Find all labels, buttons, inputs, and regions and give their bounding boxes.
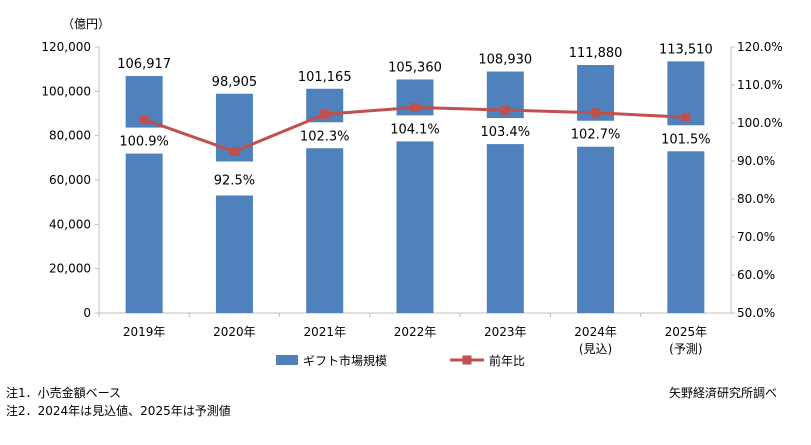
left-tick-label: 60,000 xyxy=(49,173,91,187)
x-tick-sublabel: (予測) xyxy=(669,342,702,356)
yoy-value-label: 101.5% xyxy=(661,132,711,147)
right-tick-label: 80.0% xyxy=(737,192,775,206)
yoy-value-label: 102.3% xyxy=(300,129,350,144)
x-tick-label: 2019年 xyxy=(123,325,166,339)
bar-value-label: 98,905 xyxy=(212,75,258,90)
line-label-background xyxy=(567,120,624,147)
left-tick-label: 80,000 xyxy=(49,129,91,143)
left-tick-label: 100,000 xyxy=(41,84,91,98)
note-1: 注1．小売金額ベース xyxy=(6,386,122,400)
bar xyxy=(215,93,253,313)
right-tick-label: 70.0% xyxy=(737,230,775,244)
legend-bar-swatch xyxy=(276,355,298,365)
bar xyxy=(667,61,705,313)
left-tick-label: 40,000 xyxy=(49,217,91,231)
left-axis-unit-label: （億円） xyxy=(62,17,110,31)
x-tick-label: 2025年 xyxy=(665,325,708,339)
bar-value-label: 108,930 xyxy=(478,53,532,68)
bar-value-label: 101,165 xyxy=(298,70,352,85)
line-label-background xyxy=(477,118,534,145)
bar-value-label: 113,510 xyxy=(659,42,713,57)
bar xyxy=(577,64,615,314)
x-tick-label: 2021年 xyxy=(303,325,346,339)
bar-value-label: 111,880 xyxy=(569,46,623,61)
left-tick-label: 20,000 xyxy=(49,262,91,276)
bar xyxy=(125,76,163,314)
right-tick-label: 110.0% xyxy=(737,78,783,92)
line-label-background xyxy=(657,125,714,152)
right-tick-label: 60.0% xyxy=(737,268,775,282)
source-credit: 矢野経済研究所調べ xyxy=(669,386,778,400)
right-tick-label: 90.0% xyxy=(737,154,775,168)
yoy-marker xyxy=(320,109,330,119)
line-label-background xyxy=(387,115,443,142)
bar-value-label: 105,360 xyxy=(388,60,442,75)
line-label-background xyxy=(206,161,263,196)
yoy-marker xyxy=(591,108,601,118)
left-tick-label: 120,000 xyxy=(41,40,91,54)
bar-value-label: 106,917 xyxy=(117,57,171,72)
right-tick-label: 50.0% xyxy=(737,306,775,320)
yoy-value-label: 103.4% xyxy=(480,125,530,140)
bar xyxy=(396,79,434,314)
yoy-value-label: 104.1% xyxy=(390,122,440,137)
yoy-value-label: 102.7% xyxy=(571,128,621,143)
yoy-marker xyxy=(229,147,239,156)
yoy-marker xyxy=(500,105,510,115)
x-tick-label: 2023年 xyxy=(484,325,527,339)
line-label-background xyxy=(116,127,173,154)
legend-line-marker xyxy=(462,355,472,365)
legend-line-label: 前年比 xyxy=(489,353,525,368)
yoy-marker xyxy=(681,112,691,122)
yoy-value-label: 92.5% xyxy=(214,174,255,189)
yoy-marker xyxy=(410,102,420,112)
yoy-marker xyxy=(139,115,149,125)
left-tick-label: 0 xyxy=(83,306,91,320)
right-tick-label: 120.0% xyxy=(737,40,783,54)
x-tick-label: 2020年 xyxy=(213,325,256,339)
line-label-background xyxy=(296,122,353,149)
x-tick-label: 2022年 xyxy=(394,325,437,339)
legend-bar-label: ギフト市場規模 xyxy=(303,353,387,368)
yoy-value-label: 100.9% xyxy=(119,135,169,150)
x-tick-label: 2024年 xyxy=(574,325,617,339)
x-tick-sublabel: (見込) xyxy=(579,342,612,356)
right-tick-label: 100.0% xyxy=(737,116,783,130)
note-2: 注2．2024年は見込値、2025年は予測値 xyxy=(6,404,231,418)
